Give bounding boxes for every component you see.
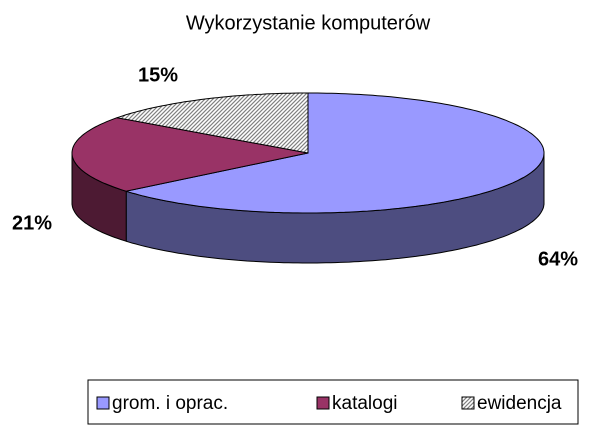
value-label: 64% bbox=[538, 248, 578, 270]
legend-box bbox=[87, 379, 579, 425]
chart-title: Wykorzystanie komputerów bbox=[186, 12, 431, 34]
slice bbox=[116, 92, 309, 154]
value-label: 21% bbox=[12, 212, 52, 234]
slice bbox=[71, 117, 309, 192]
slice bbox=[124, 92, 545, 214]
legend-swatch bbox=[316, 396, 330, 410]
legend-swatch bbox=[461, 396, 475, 410]
legend-label: ewidencja bbox=[477, 393, 562, 414]
value-label: 15% bbox=[138, 64, 178, 86]
legend-swatch bbox=[96, 396, 110, 410]
legend-label: grom. i oprac. bbox=[112, 393, 228, 414]
legend-label: katalogi bbox=[332, 393, 398, 414]
